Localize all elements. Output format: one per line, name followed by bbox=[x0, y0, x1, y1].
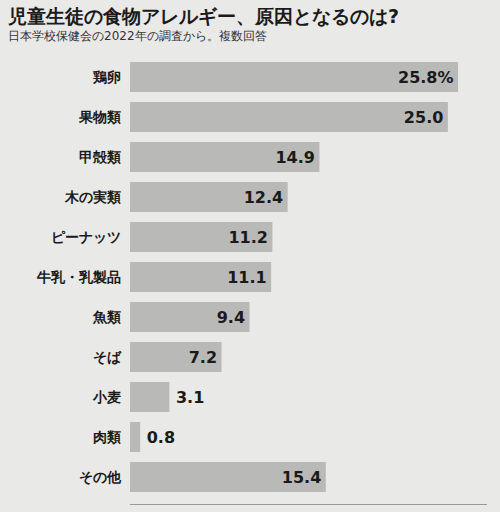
svg-text:15.4: 15.4 bbox=[282, 468, 321, 487]
svg-text:魚類: 魚類 bbox=[92, 309, 121, 325]
svg-text:11.1: 11.1 bbox=[227, 268, 266, 287]
svg-text:11.2: 11.2 bbox=[228, 228, 267, 247]
svg-text:甲殻類: 甲殻類 bbox=[79, 149, 121, 165]
svg-text:7.2: 7.2 bbox=[189, 348, 217, 367]
svg-text:木の実類: 木の実類 bbox=[64, 189, 121, 205]
svg-text:0.8: 0.8 bbox=[147, 428, 175, 447]
svg-text:9.4: 9.4 bbox=[217, 308, 245, 327]
svg-text:果物類: 果物類 bbox=[78, 109, 121, 125]
svg-text:鶏卵: 鶏卵 bbox=[92, 69, 121, 85]
svg-text:25.0: 25.0 bbox=[404, 108, 443, 127]
svg-text:そば: そば bbox=[93, 349, 122, 365]
html-text:日本学校保健会の2022年の調査から。複数回答: 日本学校保健会の2022年の調査から。複数回答 bbox=[8, 29, 267, 43]
svg-text:3.1: 3.1 bbox=[176, 388, 204, 407]
html-text:児童生徒の食物アレルギー、原因となるのは?: 児童生徒の食物アレルギー、原因となるのは? bbox=[8, 5, 399, 27]
svg-text:ピーナッツ: ピーナッツ bbox=[51, 229, 121, 245]
svg-text:12.4: 12.4 bbox=[244, 188, 283, 207]
svg-text:その他: その他 bbox=[79, 469, 122, 485]
svg-text:25.8%: 25.8% bbox=[398, 68, 454, 87]
svg-text:小麦: 小麦 bbox=[92, 389, 121, 405]
svg-text:肉類: 肉類 bbox=[93, 429, 121, 445]
svg-text:牛乳・乳製品: 牛乳・乳製品 bbox=[36, 269, 121, 285]
svg-text:14.9: 14.9 bbox=[275, 148, 314, 167]
